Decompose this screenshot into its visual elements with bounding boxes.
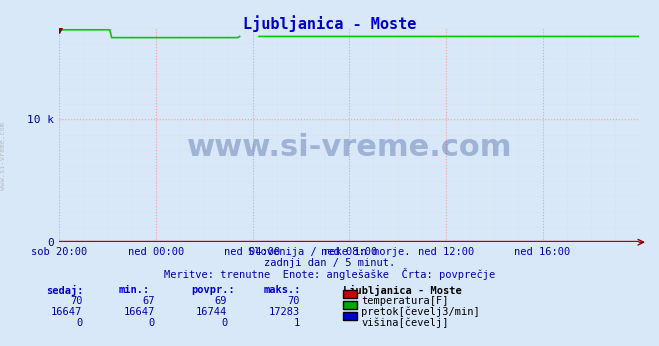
Text: 0: 0 <box>76 318 82 328</box>
Text: višina[čevelj]: višina[čevelj] <box>361 318 449 328</box>
Text: sedaj:: sedaj: <box>46 285 84 297</box>
Text: maks.:: maks.: <box>264 285 301 295</box>
Text: 70: 70 <box>287 296 300 306</box>
Text: www.si-vreme.com: www.si-vreme.com <box>186 133 512 162</box>
Text: 70: 70 <box>70 296 82 306</box>
Text: 16647: 16647 <box>124 307 155 317</box>
Text: 16647: 16647 <box>51 307 82 317</box>
Text: Meritve: trenutne  Enote: anglešaške  Črta: povprečje: Meritve: trenutne Enote: anglešaške Črta… <box>164 268 495 280</box>
Text: 0: 0 <box>149 318 155 328</box>
Text: pretok[čevelj3/min]: pretok[čevelj3/min] <box>361 307 480 317</box>
Text: 1: 1 <box>294 318 300 328</box>
Text: 0: 0 <box>221 318 227 328</box>
Text: zadnji dan / 5 minut.: zadnji dan / 5 minut. <box>264 258 395 268</box>
Text: povpr.:: povpr.: <box>191 285 235 295</box>
Text: 67: 67 <box>142 296 155 306</box>
Text: 17283: 17283 <box>269 307 300 317</box>
Text: Slovenija / reke in morje.: Slovenija / reke in morje. <box>248 247 411 257</box>
Text: temperatura[F]: temperatura[F] <box>361 296 449 306</box>
Text: min.:: min.: <box>119 285 150 295</box>
Text: Ljubljanica - Moste: Ljubljanica - Moste <box>343 285 461 297</box>
Text: Ljubljanica - Moste: Ljubljanica - Moste <box>243 16 416 33</box>
Text: www.si-vreme.com: www.si-vreme.com <box>0 122 7 190</box>
Text: 16744: 16744 <box>196 307 227 317</box>
Text: 69: 69 <box>215 296 227 306</box>
